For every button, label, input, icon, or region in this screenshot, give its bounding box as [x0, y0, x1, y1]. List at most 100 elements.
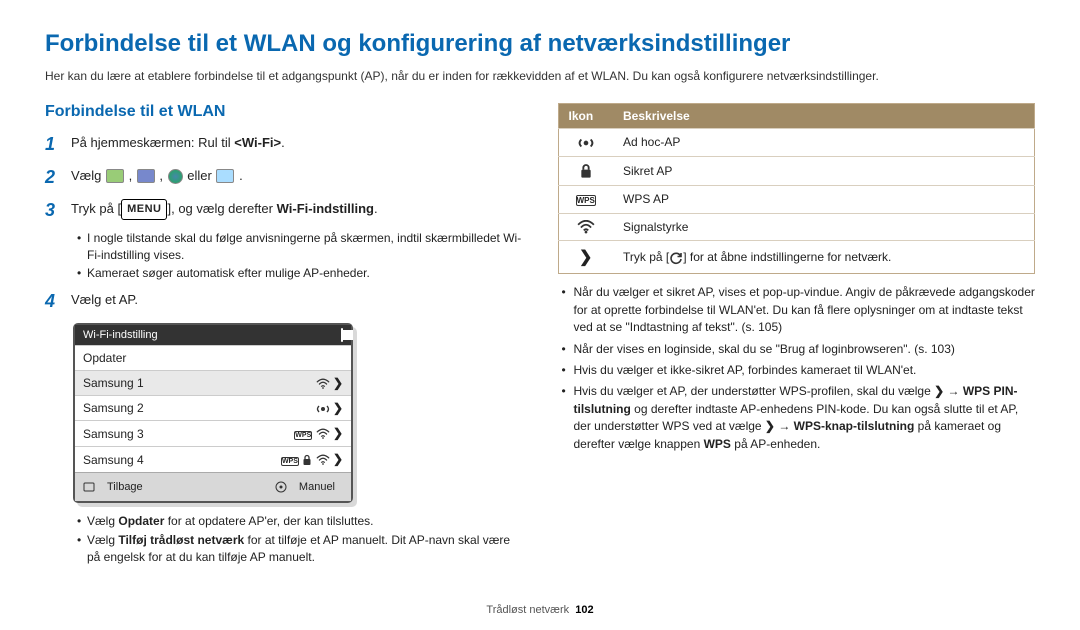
- section-title: Forbindelse til et WLAN: [45, 103, 523, 121]
- chevron-right-icon: ❯: [765, 419, 775, 433]
- step1-bold: <Wi-Fi>: [234, 135, 281, 150]
- ap-status-icons: ❯: [316, 376, 343, 390]
- mode-icon-1: [106, 169, 124, 183]
- chevron-right-icon: ❯: [333, 426, 343, 440]
- content-columns: Forbindelse til et WLAN 1 På hjemmeskærm…: [45, 103, 1035, 572]
- step3-text-b: ], og vælg derefter: [167, 201, 276, 216]
- panel-ap-row[interactable]: Samsung 4 WPS ❯: [75, 446, 351, 472]
- ap-status-icons: WPS ❯: [281, 452, 343, 467]
- step-number: 2: [45, 164, 63, 191]
- table-icon-cell: [558, 213, 613, 241]
- subnote-text: for at opdatere AP'er, der kan tilslutte…: [164, 514, 373, 528]
- ap-name: Samsung 3: [83, 427, 144, 441]
- wifi-icon: [577, 220, 595, 234]
- lock-icon: [579, 163, 593, 179]
- mode-icon-2: [137, 169, 155, 183]
- note-text: på AP-enheden.: [731, 437, 820, 451]
- step1-text-a: På hjemmeskærmen: Rul til: [71, 135, 234, 150]
- step-body: På hjemmeskærmen: Rul til <Wi-Fi>.: [71, 131, 285, 158]
- table-header-beskrivelse: Beskrivelse: [613, 103, 1035, 128]
- panel-title-text: Wi-Fi-indstilling: [83, 329, 158, 341]
- menu-button-label: MENU: [121, 199, 167, 220]
- note-item: Når der vises en loginside, skal du se "…: [562, 341, 1036, 358]
- right-column: Ikon Beskrivelse Ad hoc-AP Sikret AP WPS: [558, 103, 1036, 572]
- step2-text-a: Vælg: [71, 168, 105, 183]
- step-2: 2 Vælg , , eller .: [45, 164, 523, 191]
- icon-description-table: Ikon Beskrivelse Ad hoc-AP Sikret AP WPS: [558, 103, 1036, 275]
- step-body: Vælg , , eller .: [71, 164, 243, 191]
- table-r5-b: ] for at åbne indstillingerne for netvær…: [683, 250, 891, 264]
- panel-back[interactable]: Tilbage: [75, 473, 159, 501]
- table-desc-cell: Tryk på [ ] for at åbne indstillingerne f…: [613, 241, 1035, 274]
- footer-section: Trådløst netværk: [486, 604, 569, 616]
- panel-back-label: Tilbage: [99, 477, 151, 497]
- table-desc-cell: Sikret AP: [613, 156, 1035, 185]
- note-item: Hvis du vælger et ikke-sikret AP, forbin…: [562, 362, 1036, 379]
- ap-status-icons: WPS ❯: [294, 426, 343, 441]
- note-bold: WPS: [704, 437, 731, 451]
- subnote: I nogle tilstande skal du følge anvisnin…: [77, 230, 523, 264]
- subnote-text: Vælg: [87, 514, 118, 528]
- table-row: Sikret AP: [558, 156, 1035, 185]
- note-item: Hvis du vælger et AP, der understøtter W…: [562, 383, 1036, 453]
- table-header-ikon: Ikon: [558, 103, 613, 128]
- wifi-icon: [316, 428, 330, 440]
- panel-row-refresh[interactable]: Opdater: [75, 345, 351, 370]
- step-number: 1: [45, 131, 63, 158]
- panel-ap-row[interactable]: Samsung 1 ❯: [75, 370, 351, 395]
- chevron-right-icon: ❯: [333, 401, 343, 415]
- step4-subnotes: Vælg Opdater for at opdatere AP'er, der …: [45, 513, 523, 565]
- subnote-bold: Opdater: [118, 514, 164, 528]
- table-desc-cell: WPS AP: [613, 185, 1035, 213]
- step2-text-c: .: [239, 168, 243, 183]
- battery-icon: [341, 329, 343, 341]
- ap-name: Samsung 2: [83, 401, 144, 415]
- panel-ap-row[interactable]: Samsung 3 WPS ❯: [75, 420, 351, 446]
- page-number: 102: [575, 604, 593, 616]
- step-body: Tryk på [MENU], og vælg derefter Wi-Fi-i…: [71, 197, 378, 224]
- page-footer: Trådløst netværk 102: [0, 604, 1080, 616]
- wps-icon: WPS: [576, 195, 596, 206]
- note-text: →: [944, 384, 963, 398]
- panel-ap-row[interactable]: Samsung 2 ❯: [75, 395, 351, 420]
- note-item: Når du vælger et sikret AP, vises et pop…: [562, 284, 1036, 336]
- subnote: Vælg Opdater for at opdatere AP'er, der …: [77, 513, 523, 530]
- subnote: Kameraet søger automatisk efter mulige A…: [77, 265, 523, 282]
- note-bold: WPS-knap-tilslutning: [794, 419, 915, 433]
- step1-text-c: .: [281, 135, 285, 150]
- subnote-text: Vælg: [87, 533, 118, 547]
- chevron-right-icon: ❯: [934, 384, 944, 398]
- table-header-row: Ikon Beskrivelse: [558, 103, 1035, 128]
- step-number: 4: [45, 288, 63, 315]
- chevron-right-icon: ❯: [333, 452, 343, 466]
- subnote: Vælg Tilføj trådløst netværk for at tilf…: [77, 532, 523, 566]
- back-icon: [83, 482, 95, 492]
- wps-icon: WPS: [281, 457, 299, 466]
- table-desc-cell: Signalstyrke: [613, 213, 1035, 241]
- step3-text-c: .: [374, 201, 378, 216]
- step-body: Vælg et AP.: [71, 288, 138, 315]
- refresh-icon: [669, 251, 683, 265]
- step-number: 3: [45, 197, 63, 224]
- ap-name: Samsung 4: [83, 453, 144, 467]
- chevron-right-icon: ❯: [333, 376, 343, 390]
- table-desc-cell: Ad hoc-AP: [613, 128, 1035, 156]
- page-title: Forbindelse til et WLAN og konfigurering…: [45, 30, 1035, 58]
- intro-text: Her kan du lære at etablere forbindelse …: [45, 68, 1035, 85]
- table-icon-cell: [558, 128, 613, 156]
- wifi-settings-panel: Wi-Fi-indstilling Opdater Samsung 1 ❯ Sa…: [73, 323, 353, 503]
- table-icon-cell: ❯: [558, 241, 613, 274]
- note-text: Hvis du vælger et AP, der understøtter W…: [574, 384, 935, 398]
- table-row: WPS WPS AP: [558, 185, 1035, 213]
- right-notes: Når du vælger et sikret AP, vises et pop…: [558, 284, 1036, 453]
- note-text: →: [775, 419, 794, 433]
- wifi-icon: [316, 454, 330, 466]
- panel-manual[interactable]: Manuel: [267, 473, 351, 501]
- step3-bold: Wi-Fi-indstilling: [277, 201, 374, 216]
- mode-icon-3: [168, 169, 183, 184]
- panel-refresh-label: Opdater: [83, 351, 126, 365]
- mode-icon-4: [216, 169, 234, 183]
- chevron-right-icon: ❯: [579, 249, 592, 266]
- adhoc-icon: [577, 136, 595, 150]
- table-r5-a: Tryk på [: [623, 250, 669, 264]
